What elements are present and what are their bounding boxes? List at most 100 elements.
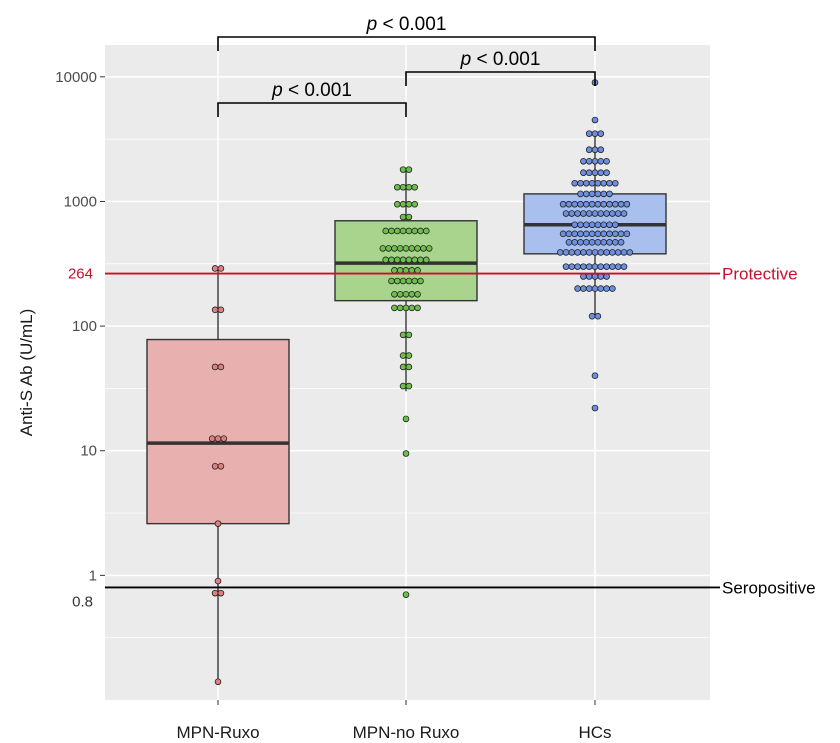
data-point [417, 227, 424, 235]
data-point [565, 200, 573, 208]
y-tick-label: 10000 [55, 69, 97, 86]
significance-bracket [217, 36, 596, 51]
data-point [597, 263, 605, 270]
data-point [600, 190, 607, 198]
significance-bracket [217, 102, 407, 117]
data-point [580, 285, 587, 292]
data-point [402, 245, 410, 252]
data-point [211, 363, 219, 371]
data-point [211, 589, 219, 597]
data-point [568, 249, 576, 256]
data-point [388, 277, 395, 285]
data-point [585, 130, 593, 137]
data-point [597, 249, 605, 256]
data-point [574, 210, 581, 217]
data-point [568, 263, 576, 270]
data-point [220, 435, 228, 442]
y-tick-label: 100 [72, 318, 97, 335]
data-point [580, 157, 587, 165]
data-point [402, 267, 410, 274]
data-point [393, 227, 401, 235]
data-point [591, 249, 599, 256]
data-point [393, 200, 401, 208]
data-point [577, 239, 584, 246]
y-extra-tick-label: 264 [68, 266, 93, 283]
data-point [582, 179, 590, 187]
data-point [405, 331, 413, 339]
data-point [399, 227, 407, 235]
data-point [594, 312, 602, 320]
data-point [393, 183, 401, 191]
data-point [414, 304, 421, 312]
data-point [571, 239, 578, 246]
data-point [611, 239, 619, 246]
data-point [591, 210, 599, 217]
data-point [588, 190, 596, 198]
data-point [591, 130, 599, 137]
p-value-label: p < 0.001 [460, 49, 541, 70]
data-point [405, 200, 413, 208]
data-point [217, 589, 225, 597]
data-point [214, 678, 222, 686]
data-point [571, 221, 578, 229]
data-point [559, 200, 567, 208]
y-axis-label: Anti-S Ab (U/mL) [17, 309, 36, 437]
data-point [617, 200, 625, 208]
data-point [214, 577, 222, 585]
data-point [611, 221, 619, 229]
data-point [568, 210, 576, 217]
data-point [620, 210, 628, 217]
data-point [408, 245, 416, 252]
data-point [611, 230, 619, 238]
data-point [417, 277, 424, 285]
data-point [591, 146, 599, 154]
data-point [393, 256, 401, 264]
data-point [396, 290, 404, 298]
data-point [405, 227, 413, 235]
data-point [559, 230, 567, 238]
data-point [382, 227, 390, 235]
data-point [411, 200, 419, 208]
data-point [577, 221, 584, 229]
data-point [391, 304, 398, 312]
data-point [606, 179, 613, 187]
data-point [606, 230, 613, 238]
data-point [597, 169, 605, 177]
data-point [214, 520, 222, 527]
data-point [379, 245, 387, 252]
data-point [399, 277, 407, 285]
data-point [594, 179, 602, 187]
data-point [211, 462, 219, 470]
data-point [600, 200, 607, 208]
data-point [594, 239, 602, 246]
data-point [217, 363, 225, 371]
data-point [611, 179, 619, 187]
data-point [574, 285, 581, 292]
data-point [408, 290, 416, 298]
data-point [422, 256, 430, 264]
data-point [591, 116, 599, 124]
data-point [577, 190, 584, 198]
data-point [606, 239, 613, 246]
data-point [405, 213, 413, 221]
data-point [614, 249, 622, 256]
data-point [594, 221, 602, 229]
data-point [600, 221, 607, 229]
data-point [411, 256, 419, 264]
data-point [617, 230, 625, 238]
data-point [588, 239, 596, 246]
data-point [580, 273, 587, 280]
data-point [591, 404, 599, 412]
data-point [580, 169, 587, 177]
data-point [391, 290, 398, 298]
x-tick-label: MPN-Ruxo [176, 723, 259, 742]
data-point [399, 331, 407, 339]
data-point [402, 304, 410, 312]
significance-brackets: p < 0.001 p < 0.001 p < 0.001 [217, 14, 596, 117]
data-point [582, 200, 590, 208]
data-point [603, 249, 610, 256]
data-point [211, 306, 219, 314]
data-point [405, 256, 413, 264]
data-point [588, 312, 596, 320]
data-point [597, 273, 605, 280]
